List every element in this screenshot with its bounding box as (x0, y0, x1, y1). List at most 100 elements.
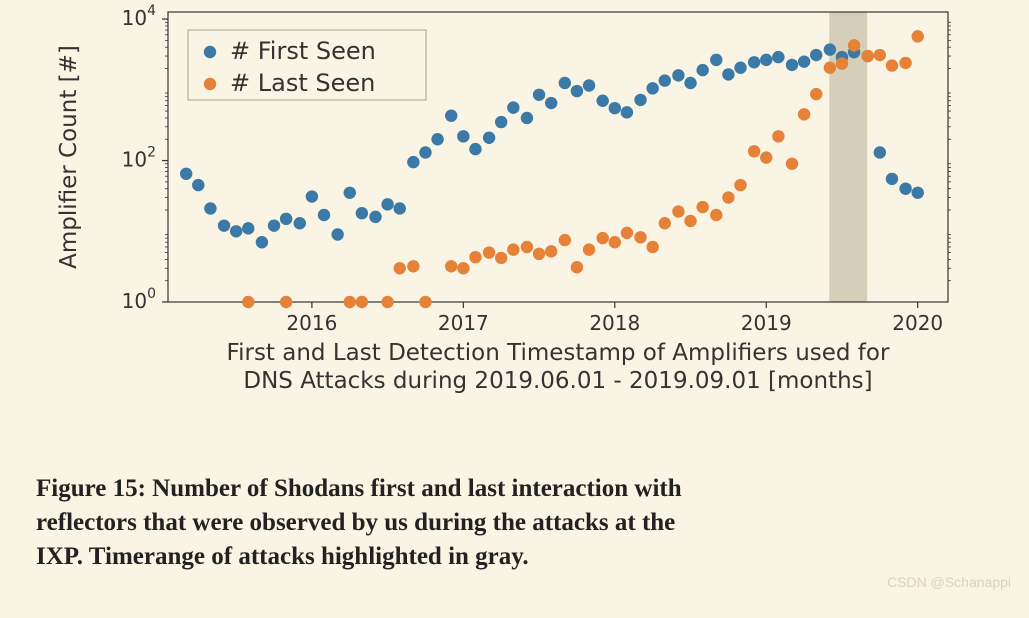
data-point-first_seen (521, 112, 533, 124)
data-point-first_seen (356, 207, 368, 219)
data-point-last_seen (722, 191, 734, 203)
data-point-first_seen (824, 43, 836, 55)
data-point-last_seen (242, 296, 254, 308)
data-point-first_seen (583, 79, 595, 91)
data-point-last_seen (760, 151, 772, 163)
data-point-first_seen (886, 173, 898, 185)
data-point-first_seen (306, 190, 318, 202)
data-point-first_seen (483, 132, 495, 144)
data-point-first_seen (734, 62, 746, 74)
data-point-last_seen (836, 57, 848, 69)
data-point-last_seen (824, 62, 836, 74)
data-point-first_seen (318, 209, 330, 221)
data-point-last_seen (786, 158, 798, 170)
data-point-last_seen (559, 234, 571, 246)
data-point-last_seen (862, 50, 874, 62)
data-point-last_seen (545, 245, 557, 257)
x-tick-label: 2019 (741, 311, 792, 335)
data-point-first_seen (495, 116, 507, 128)
data-point-first_seen (280, 213, 292, 225)
data-point-first_seen (369, 211, 381, 223)
data-point-last_seen (457, 262, 469, 274)
data-point-last_seen (356, 296, 368, 308)
data-point-first_seen (596, 95, 608, 107)
data-point-last_seen (634, 231, 646, 243)
data-point-first_seen (710, 54, 722, 66)
data-point-first_seen (672, 69, 684, 81)
y-tick-label: 100 (122, 286, 156, 313)
data-point-last_seen (469, 251, 481, 263)
data-point-last_seen (583, 243, 595, 255)
y-tick-label: 102 (122, 145, 156, 172)
data-point-last_seen (672, 205, 684, 217)
data-point-first_seen (646, 82, 658, 94)
legend-label: # First Seen (230, 37, 376, 65)
data-point-first_seen (394, 202, 406, 214)
y-tick-label: 104 (122, 3, 156, 30)
data-point-first_seen (786, 59, 798, 71)
data-point-first_seen (407, 156, 419, 168)
data-point-first_seen (204, 202, 216, 214)
data-point-last_seen (507, 243, 519, 255)
data-point-last_seen (280, 296, 292, 308)
data-point-last_seen (609, 236, 621, 248)
data-point-last_seen (899, 57, 911, 69)
data-point-first_seen (507, 101, 519, 113)
data-point-last_seen (696, 201, 708, 213)
data-point-first_seen (344, 187, 356, 199)
data-point-first_seen (912, 187, 924, 199)
data-point-first_seen (874, 146, 886, 158)
data-point-last_seen (886, 59, 898, 71)
amplifier-count-chart: 2016 2017 2018 2019 2020 100 102 104 Amplifier C… (0, 0, 1029, 420)
data-point-first_seen (545, 97, 557, 109)
data-point-first_seen (659, 74, 671, 86)
data-point-first_seen (256, 236, 268, 248)
data-point-first_seen (469, 143, 481, 155)
data-point-first_seen (696, 64, 708, 76)
legend-marker-icon (204, 46, 216, 58)
x-tick-label: 2018 (589, 311, 640, 335)
caption-line-1: Figure 15: Number of Shodans first and l… (36, 472, 996, 506)
data-point-first_seen (533, 89, 545, 101)
data-point-first_seen (180, 168, 192, 180)
data-point-first_seen (899, 182, 911, 194)
data-point-first_seen (268, 219, 280, 231)
data-point-last_seen (495, 252, 507, 264)
data-point-first_seen (609, 102, 621, 114)
x-tick-label: 2016 (286, 311, 337, 335)
y-axis-label: Amplifier Count [#] (56, 45, 82, 269)
data-point-last_seen (710, 209, 722, 221)
data-point-first_seen (431, 133, 443, 145)
attack-timerange-band (829, 12, 867, 302)
data-point-last_seen (646, 241, 658, 253)
data-point-first_seen (242, 222, 254, 234)
data-point-last_seen (621, 227, 633, 239)
data-point-first_seen (445, 110, 457, 122)
data-point-last_seen (798, 108, 810, 120)
data-point-last_seen (912, 30, 924, 42)
data-point-first_seen (798, 55, 810, 67)
data-point-last_seen (684, 215, 696, 227)
data-point-last_seen (659, 217, 671, 229)
legend-label: # Last Seen (230, 69, 375, 97)
data-point-first_seen (634, 94, 646, 106)
data-point-first_seen (722, 68, 734, 80)
figure-caption: Figure 15: Number of Shodans first and l… (36, 472, 996, 573)
x-tick-label: 2020 (892, 311, 943, 335)
data-point-first_seen (760, 54, 772, 66)
data-point-last_seen (445, 260, 457, 272)
data-point-first_seen (457, 130, 469, 142)
data-point-first_seen (571, 85, 583, 97)
data-point-first_seen (748, 56, 760, 68)
data-point-first_seen (192, 179, 204, 191)
data-point-last_seen (419, 296, 431, 308)
caption-line-2: reflectors that were observed by us duri… (36, 506, 996, 540)
x-tick-label: 2017 (438, 311, 489, 335)
data-point-first_seen (684, 77, 696, 89)
watermark: CSDN @Schanappi (887, 574, 1011, 590)
data-point-first_seen (381, 198, 393, 210)
data-point-last_seen (407, 260, 419, 272)
data-point-first_seen (218, 219, 230, 231)
data-point-first_seen (419, 146, 431, 158)
legend-marker-icon (204, 78, 216, 90)
